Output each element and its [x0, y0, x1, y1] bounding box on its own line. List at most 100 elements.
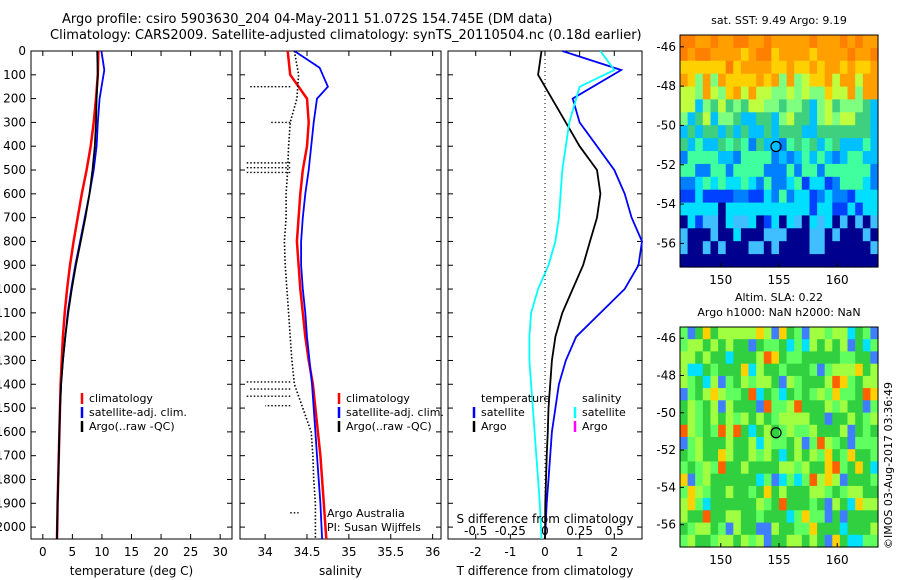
- map-cell: [756, 47, 765, 62]
- map-cell: [756, 363, 765, 377]
- map-cell: [786, 241, 795, 255]
- map-cell: [847, 47, 856, 62]
- map-cell: [779, 35, 788, 49]
- map-cell: [733, 60, 742, 75]
- map-cell: [847, 60, 856, 75]
- x-tick-label-salinity: 35.5: [377, 545, 404, 559]
- map-cell: [779, 215, 788, 229]
- map-cell: [710, 522, 719, 536]
- map-cell: [733, 412, 742, 426]
- map-cell: [740, 163, 750, 178]
- map-cell: [824, 351, 833, 365]
- map-cell: [824, 202, 833, 217]
- map-cell: [763, 215, 772, 229]
- map-cell: [695, 400, 704, 414]
- map-cell: [817, 73, 826, 88]
- map-cell: [695, 99, 704, 113]
- map-cell: [862, 47, 871, 62]
- map-cell: [794, 215, 803, 229]
- map-cell: [855, 327, 864, 340]
- map-cell: [695, 388, 704, 401]
- map-cell: [794, 400, 803, 414]
- map-cell: [680, 176, 689, 191]
- legend-label: satellite-adj. clim.: [346, 406, 444, 419]
- map-cell: [847, 254, 856, 268]
- map-cell: [733, 498, 742, 511]
- map-cell: [817, 473, 826, 487]
- map-cell: [756, 151, 765, 165]
- map-cell: [763, 35, 772, 49]
- map-cell: [702, 388, 711, 401]
- map-cell: [855, 202, 864, 217]
- map-cell: [847, 510, 856, 524]
- map-cell: [733, 189, 742, 204]
- map-cell: [862, 375, 871, 389]
- map-cell: [855, 151, 864, 165]
- map-cell: [847, 485, 856, 499]
- map-cell: [862, 35, 871, 49]
- map-cell: [702, 498, 711, 511]
- map-cell: [687, 449, 696, 462]
- map-cell: [862, 449, 871, 462]
- map-cell: [695, 138, 704, 152]
- map-cell: [771, 510, 780, 524]
- map-cell: [710, 510, 719, 524]
- map-cell: [763, 138, 772, 152]
- map-cell: [801, 228, 810, 242]
- map-cell: [794, 388, 803, 401]
- map-cell: [817, 424, 826, 438]
- map-cell: [862, 510, 871, 524]
- map-cell: [718, 176, 727, 191]
- map-cell: [718, 254, 727, 268]
- map-cell: [718, 73, 727, 88]
- map-cell: [824, 176, 833, 191]
- map-cell: [817, 86, 826, 101]
- map-cell: [740, 215, 750, 229]
- map-cell: [839, 241, 849, 255]
- map-cell: [809, 86, 818, 101]
- map-cell: [786, 35, 795, 49]
- map-cell: [771, 138, 780, 152]
- sst-map-title: sat. SST: 9.49 Argo: 9.19: [711, 14, 847, 27]
- map-cell: [862, 473, 871, 487]
- map-cell: [740, 449, 750, 462]
- legend-header-salinity: salinity: [582, 392, 622, 405]
- map-cell: [687, 202, 696, 217]
- map-cell: [809, 254, 818, 268]
- map-cell: [817, 35, 826, 49]
- map-cell: [710, 112, 719, 126]
- map-cell: [794, 254, 803, 268]
- y-tick-label: 1200: [0, 330, 26, 344]
- map-cell: [832, 522, 841, 536]
- legend-label: Argo(..raw -QC): [346, 420, 432, 433]
- map-cell: [680, 151, 689, 165]
- map-cell: [817, 510, 826, 524]
- map-cell: [687, 437, 696, 450]
- map-cell: [756, 498, 765, 511]
- map-cell: [824, 437, 833, 450]
- map-cell: [847, 461, 856, 475]
- map-cell: [855, 498, 864, 511]
- map-cell: [839, 473, 849, 487]
- map-cell: [847, 327, 856, 340]
- map-cell: [695, 363, 704, 377]
- map-cell: [740, 47, 750, 62]
- map-cell: [771, 388, 780, 401]
- map-cell: [862, 99, 871, 113]
- map-cell: [855, 473, 864, 487]
- map-cell: [809, 510, 818, 524]
- map-cell: [771, 461, 780, 475]
- map-cell: [771, 254, 780, 268]
- map-cell: [794, 498, 803, 511]
- map-cell: [786, 215, 795, 229]
- map-cell: [824, 215, 833, 229]
- map-cell: [801, 202, 810, 217]
- map-cell: [870, 522, 879, 536]
- map-cell: [680, 163, 689, 178]
- map-cell: [786, 189, 795, 204]
- map-cell: [748, 449, 757, 462]
- map-cell: [718, 449, 727, 462]
- map-cell: [687, 254, 696, 268]
- map-cell: [680, 351, 689, 365]
- map-y-tick-label: -46: [656, 40, 676, 54]
